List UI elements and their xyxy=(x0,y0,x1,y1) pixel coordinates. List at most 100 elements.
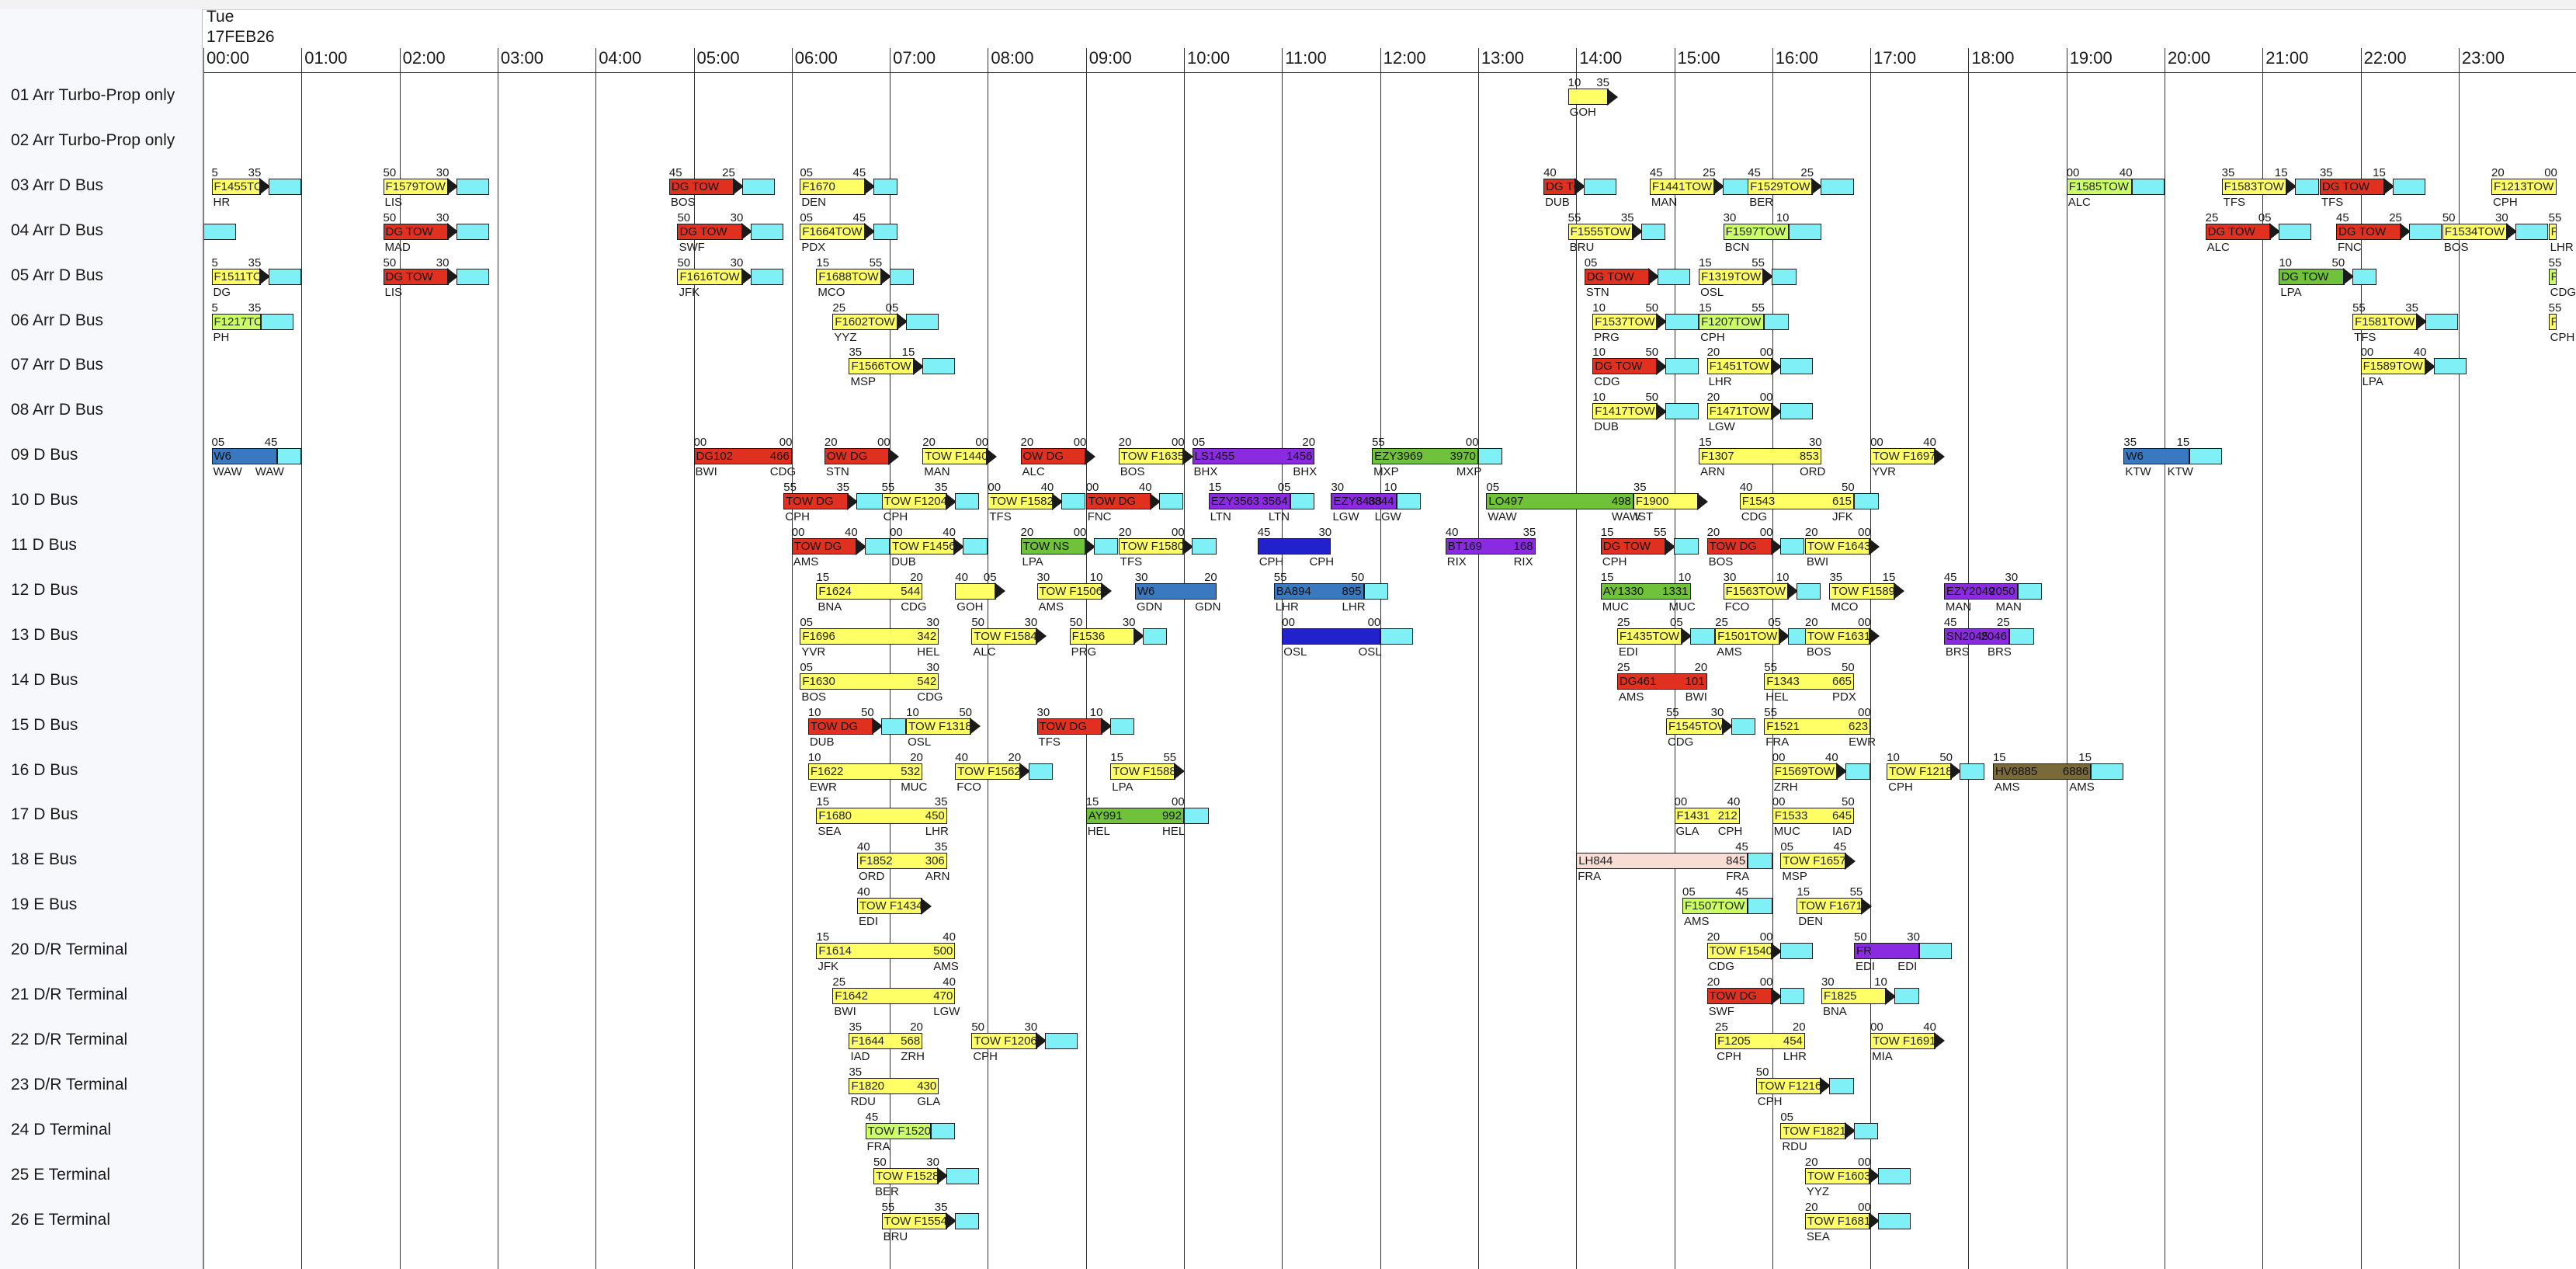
turn-bar[interactable]: OW DG xyxy=(1020,448,1086,465)
turn-bar[interactable]: F1569TOW xyxy=(1772,763,1838,780)
turn-bar[interactable] xyxy=(203,223,237,240)
turn-bar[interactable]: F1664TOW xyxy=(800,223,866,240)
turn-bar[interactable]: TOW NS xyxy=(1020,538,1086,555)
turn-bar[interactable]: F1555TOW xyxy=(1567,223,1633,240)
turn-bar[interactable]: TOW DG xyxy=(1706,988,1772,1004)
turn-bar[interactable]: F1545TOW xyxy=(1665,718,1724,735)
turn-bar[interactable]: TOW F1540 xyxy=(1706,943,1772,960)
turn-bar[interactable]: TOW F1440 xyxy=(922,448,988,465)
stand-label[interactable]: 24 D Terminal xyxy=(11,1120,112,1139)
turn-bar[interactable]: TOW F1821 xyxy=(1780,1122,1846,1139)
turn-bar[interactable]: TOW F1681 xyxy=(1804,1212,1871,1229)
turn-bar[interactable] xyxy=(955,582,996,600)
turn-bar[interactable]: SN2045 2046 xyxy=(1943,628,2009,645)
turn-bar[interactable]: F1217TOW xyxy=(211,313,261,330)
turn-bar[interactable]: DG102 466 xyxy=(693,448,792,465)
turn-bar[interactable]: TOW F1589 xyxy=(1829,582,1895,600)
turn-bar[interactable]: LS1455 1456 xyxy=(1192,448,1315,465)
turn-bar[interactable]: F1581TOW xyxy=(2352,313,2418,330)
turn-bar[interactable]: F1537TOW xyxy=(1592,313,1658,330)
turn-bar[interactable]: F1616TOW xyxy=(677,268,743,285)
turn-bar[interactable]: F1501TOW xyxy=(1715,628,1781,645)
turn-bar[interactable]: TOW F1318 xyxy=(906,718,972,735)
turn-bar[interactable]: DG TOW xyxy=(1584,268,1650,285)
turn-bar[interactable] xyxy=(1567,89,1609,105)
turn-bar[interactable]: F1529TOW xyxy=(1748,178,1814,195)
turn-bar[interactable]: F1597TOW xyxy=(1723,223,1789,240)
stand-label[interactable]: 18 E Bus xyxy=(11,850,78,869)
turn-bar[interactable]: AY991 992 xyxy=(1085,808,1184,825)
turn-bar[interactable]: TOW DG xyxy=(1085,493,1151,510)
turn-bar[interactable]: DG TOW xyxy=(2319,178,2386,195)
turn-bar[interactable]: TOW DG xyxy=(1036,718,1102,735)
turn-bar[interactable]: F1451TOW xyxy=(1706,358,1772,375)
turn-bar[interactable]: F1642 470 xyxy=(832,988,956,1004)
turn-bar[interactable]: DG TOW xyxy=(2279,268,2345,285)
stand-label[interactable]: 09 D Bus xyxy=(11,446,78,464)
turn-bar[interactable]: F1614 500 xyxy=(816,943,956,960)
turn-bar[interactable]: F1630 542 xyxy=(800,673,939,690)
turn-bar[interactable]: F1696 342 xyxy=(800,628,939,645)
turn-bar[interactable]: DG461 101 xyxy=(1616,673,1707,690)
turn-bar[interactable]: TOW F1584 xyxy=(971,628,1037,645)
turn-bar[interactable]: TOW F1657 xyxy=(1780,853,1846,870)
turn-bar[interactable]: EZY3969 3970 xyxy=(1372,448,1478,465)
turn-bar[interactable]: FR xyxy=(1854,943,1920,960)
turn-bar[interactable]: OW DG xyxy=(824,448,890,465)
turn-bar[interactable]: F1533 645 xyxy=(1772,808,1855,825)
turn-bar[interactable]: TOW DG xyxy=(791,538,857,555)
turn-bar[interactable]: LO497 498 xyxy=(1486,493,1633,510)
stand-label[interactable]: 19 E Bus xyxy=(11,895,78,914)
turn-bar[interactable]: BA894 895 xyxy=(1273,582,1364,600)
turn-bar[interactable]: DG TOW xyxy=(383,268,449,285)
turn-bar[interactable]: F1417TOW xyxy=(1592,403,1658,420)
turn-bar[interactable]: F1307 853 xyxy=(1699,448,1821,465)
turn-bar[interactable]: F1622 532 xyxy=(807,763,923,780)
stand-label[interactable]: 06 Arr D Bus xyxy=(11,311,104,329)
turn-bar[interactable]: TOW F1204 xyxy=(881,493,947,510)
turn-bar[interactable]: TOW F1554 xyxy=(881,1212,947,1229)
turn-bar[interactable]: F1563TOW xyxy=(1723,582,1789,600)
stand-label[interactable]: 01 Arr Turbo-Prop only xyxy=(11,86,175,104)
turn-bar[interactable]: F1536 xyxy=(1069,628,1135,645)
stand-label[interactable]: 20 D/R Terminal xyxy=(11,940,128,959)
turn-bar[interactable]: TOW F1643 xyxy=(1804,538,1871,555)
stand-label[interactable]: 25 E Terminal xyxy=(11,1165,111,1184)
turn-bar[interactable]: TOW F1671 xyxy=(1797,898,1863,915)
stand-label[interactable]: 10 D Bus xyxy=(11,491,78,509)
turn-bar[interactable]: F1471TOW xyxy=(1706,403,1772,420)
turn-bar[interactable]: TOW F1691 xyxy=(1870,1032,1936,1049)
turn-bar[interactable]: F1624 544 xyxy=(816,582,923,600)
turn-bar[interactable]: DG TOW xyxy=(1600,538,1666,555)
turn-bar[interactable]: F1534TOW xyxy=(2442,223,2508,240)
stand-label[interactable]: 07 Arr D Bus xyxy=(11,356,104,374)
turn-bar[interactable]: F1543 615 xyxy=(1739,493,1855,510)
turn-bar[interactable]: AY1330 1331 xyxy=(1600,582,1691,600)
turn-bar[interactable]: F1343 665 xyxy=(1764,673,1855,690)
turn-bar[interactable]: TOW DG xyxy=(783,493,849,510)
turn-bar[interactable]: F1435TOW xyxy=(1616,628,1682,645)
turn-bar[interactable]: F1585TOW xyxy=(2066,178,2132,195)
turn-bar[interactable]: F1644 568 xyxy=(849,1032,923,1049)
stand-label[interactable]: 22 D/R Terminal xyxy=(11,1030,128,1048)
turn-bar[interactable]: EZY8433 8844 xyxy=(1331,493,1397,510)
turn-bar[interactable]: DG TOW xyxy=(383,223,449,240)
turn-bar[interactable]: F1579TOW xyxy=(383,178,449,195)
stand-label[interactable]: 13 D Bus xyxy=(11,625,78,644)
turn-bar[interactable]: F1602TOW xyxy=(832,313,898,330)
stand-label[interactable]: 05 Arr D Bus xyxy=(11,266,104,284)
turn-bar[interactable]: TOW F1206 xyxy=(971,1032,1037,1049)
turn-bar[interactable]: F1521 623 xyxy=(1764,718,1871,735)
turn-bar[interactable]: F1431 212 xyxy=(1674,808,1740,825)
turn-bar[interactable]: F1852 306 xyxy=(857,853,947,870)
turn-bar[interactable]: DG TOW xyxy=(1543,178,1577,195)
turn-bar[interactable]: W6 xyxy=(1134,582,1217,600)
stand-label[interactable]: 21 D/R Terminal xyxy=(11,986,128,1003)
stand-label[interactable]: 11 D Bus xyxy=(11,536,77,554)
stand-label[interactable]: 16 D Bus xyxy=(11,760,78,779)
turn-bar[interactable]: F1541 xyxy=(2548,268,2557,285)
turn-bar[interactable]: TOW F1216 xyxy=(1755,1077,1821,1094)
stand-label[interactable]: 04 Arr D Bus xyxy=(11,221,104,239)
stand-label[interactable]: 23 D/R Terminal xyxy=(11,1075,128,1093)
turn-bar[interactable]: F1213TOW xyxy=(2491,178,2557,195)
